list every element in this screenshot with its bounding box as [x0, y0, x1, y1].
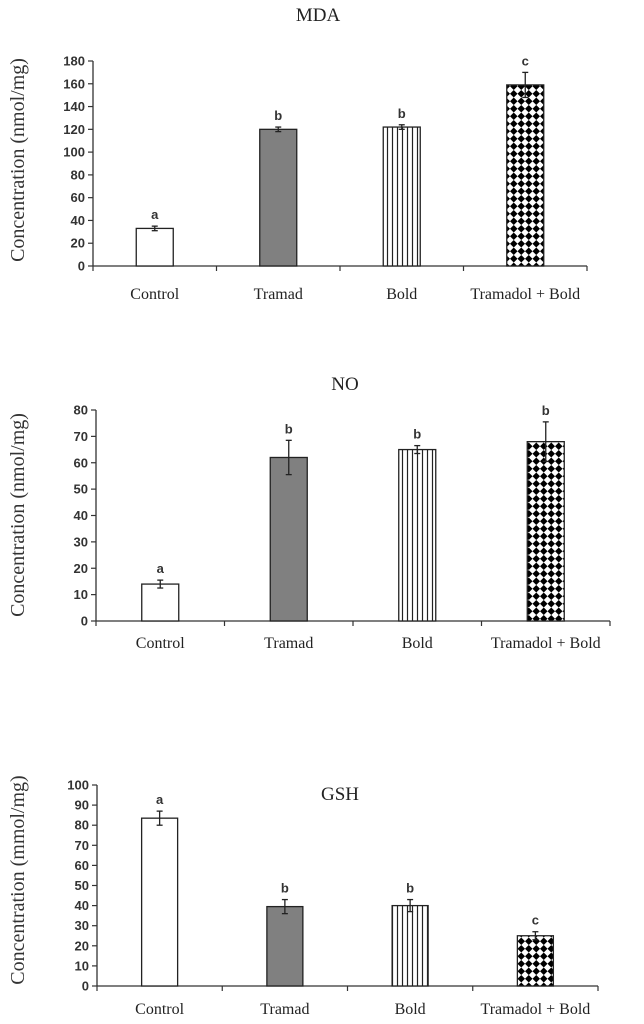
bar-tramadol-bold [526, 440, 565, 622]
bar-control [140, 817, 179, 987]
x-tick-label: Control [135, 1001, 184, 1018]
significance-letter: b [274, 108, 282, 123]
bar-control [135, 227, 174, 267]
y-tick-label: 70 [75, 838, 89, 853]
y-tick-label: 100 [63, 145, 85, 160]
y-tick-label: 40 [74, 508, 88, 523]
y-tick-label: 10 [75, 958, 89, 973]
y-tick-label: 140 [63, 99, 85, 114]
x-tick-label: Control [136, 635, 185, 652]
significance-letter: b [542, 403, 550, 418]
y-tick-label: 20 [71, 236, 85, 251]
bar-bold [398, 448, 437, 622]
chart-title: GSH [321, 784, 359, 805]
significance-letter: a [156, 792, 164, 807]
y-tick-label: 0 [82, 979, 89, 994]
y-axis-label: Concentration (nmol/mg) [7, 413, 29, 617]
y-tick-label: 50 [75, 878, 89, 893]
y-tick-label: 0 [81, 614, 88, 629]
y-tick-label: 100 [67, 778, 89, 793]
y-tick-label: 40 [75, 898, 89, 913]
y-tick-label: 60 [75, 858, 89, 873]
bar-tramadol-bold [516, 935, 555, 987]
significance-letter: b [285, 421, 293, 436]
x-tick-label: Bold [395, 1001, 426, 1018]
chart-panel-no: NO Concentration (nmol/mg) 0 10 20 30 40 50 60 70… [7, 374, 611, 652]
y-tick-label: 90 [75, 798, 89, 813]
chart-title: NO [331, 374, 358, 395]
y-tick-label: 40 [71, 213, 85, 228]
x-tick-label: Tramad [260, 1001, 309, 1018]
x-tick-label: Bold [386, 286, 417, 303]
significance-letter: c [522, 53, 529, 68]
bar-tramad [266, 905, 304, 987]
y-tick-label: 50 [74, 482, 88, 497]
y-tick-label: 70 [74, 429, 88, 444]
significance-letter: b [413, 427, 421, 442]
significance-letter: b [406, 881, 414, 896]
y-tick-label: 160 [63, 76, 85, 91]
chart-panel-gsh: GSH Concentration (mmol/mg) 0 10 20 30 40 50 60 7… [7, 775, 599, 1018]
bar-tramadol-bold [506, 84, 545, 267]
y-tick-label: 80 [75, 818, 89, 833]
significance-letter: a [157, 561, 165, 576]
y-tick-label: 180 [63, 54, 85, 69]
bar-bold [382, 126, 421, 267]
y-tick-label: 80 [71, 167, 85, 182]
x-tick-label: Control [130, 286, 179, 303]
y-axis-label: Concentration (mmol/mg) [7, 775, 29, 984]
y-tick-label: 60 [71, 190, 85, 205]
significance-letter: a [151, 207, 159, 222]
y-tick-label: 120 [63, 122, 85, 137]
significance-letter: b [281, 881, 289, 896]
x-tick-label: Tramadol + Bold [480, 1001, 590, 1018]
bar-bold [391, 904, 429, 987]
significance-letter: b [398, 106, 406, 121]
y-tick-label: 30 [75, 918, 89, 933]
y-tick-label: 20 [74, 561, 88, 576]
x-tick-label: Tramadol + Bold [491, 635, 601, 652]
y-tick-label: 0 [78, 259, 85, 274]
y-tick-label: 10 [74, 587, 88, 602]
chart-title: MDA [296, 5, 341, 26]
y-axis-label: Concentration (nmol/mg) [7, 58, 29, 262]
chart-panel-mda: MDA Concentration (nmol/mg) 0 20 40 60 80 100 12… [7, 5, 588, 303]
y-tick-label: 30 [74, 534, 88, 549]
significance-letter: c [532, 913, 539, 928]
x-tick-label: Tramad [254, 286, 303, 303]
x-tick-label: Tramadol + Bold [470, 286, 580, 303]
bar-control [141, 583, 180, 622]
bar-tramad [269, 456, 308, 622]
x-tick-label: Bold [402, 635, 433, 652]
y-tick-label: 20 [75, 938, 89, 953]
bar-tramad [259, 128, 298, 267]
y-tick-label: 80 [74, 403, 88, 418]
x-tick-label: Tramad [264, 635, 313, 652]
y-tick-label: 60 [74, 455, 88, 470]
